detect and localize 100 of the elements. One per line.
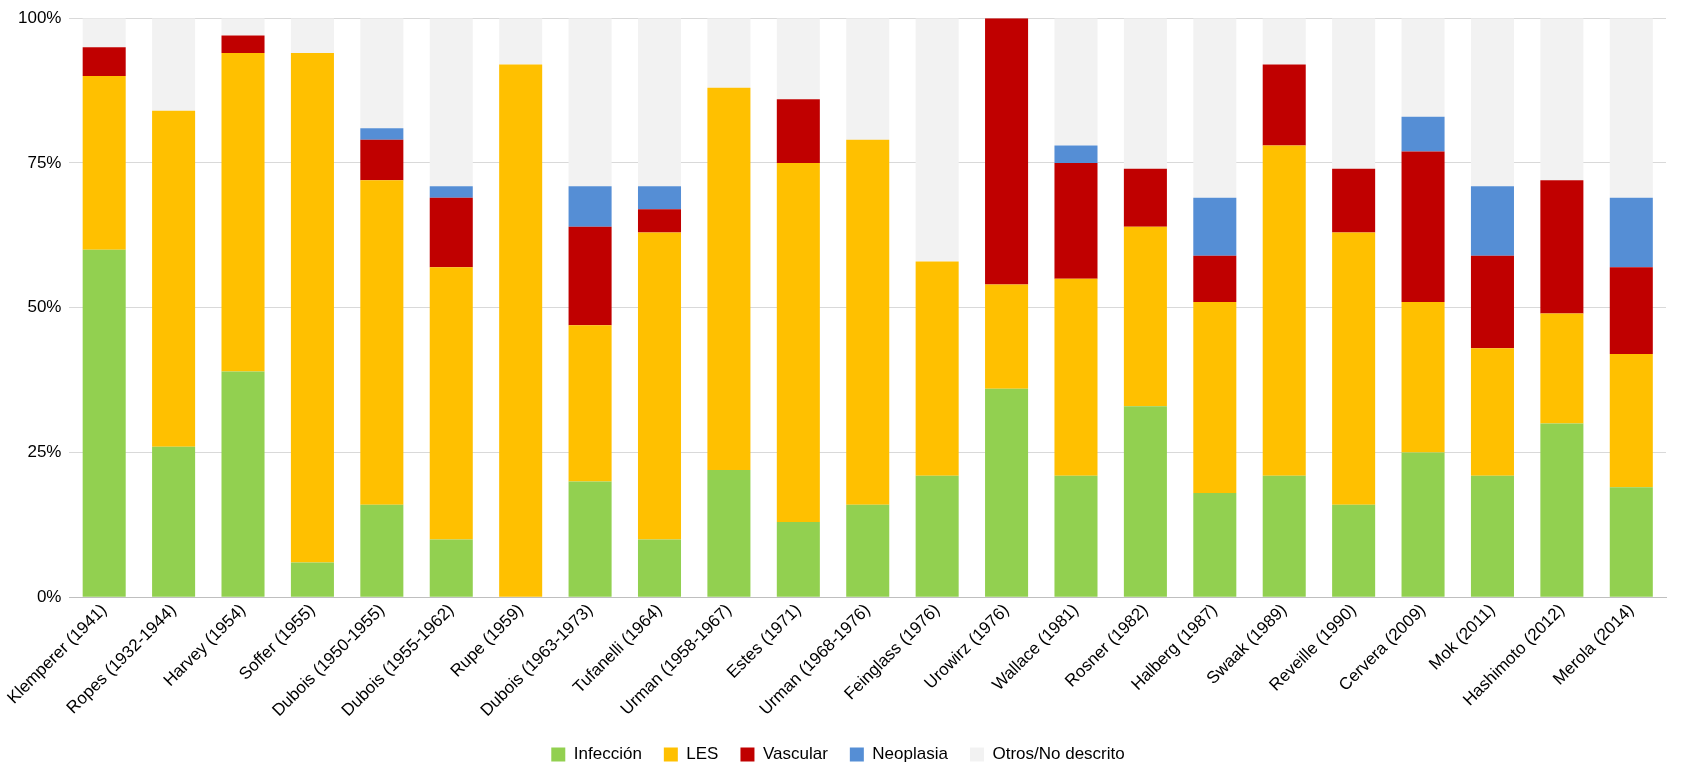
- y-tick-label: 25%: [27, 442, 62, 462]
- bar: [846, 18, 890, 140]
- bar: [1609, 197, 1653, 268]
- bar: [1054, 278, 1098, 476]
- bar: [82, 18, 126, 48]
- bar: [1470, 255, 1514, 349]
- bar: [1193, 197, 1237, 256]
- bar: [1540, 423, 1584, 597]
- bar: [429, 539, 473, 597]
- bar: [637, 209, 682, 233]
- bar: [1262, 18, 1306, 65]
- bar: [846, 139, 890, 505]
- bar: [1123, 226, 1167, 407]
- legend-label: Neoplasia: [872, 744, 949, 764]
- bar: [1332, 504, 1376, 597]
- bar: [290, 562, 334, 597]
- bar: [1193, 493, 1237, 597]
- bar: [290, 52, 334, 563]
- bar: [1262, 475, 1306, 597]
- bar: [1540, 180, 1584, 314]
- bar: [1609, 18, 1653, 198]
- y-tick-label: 50%: [27, 297, 62, 317]
- bar: [499, 18, 543, 65]
- bar: [637, 18, 682, 187]
- bar: [1401, 18, 1445, 117]
- bar: [776, 99, 820, 163]
- bar: [1123, 18, 1167, 169]
- bar: [1262, 64, 1306, 146]
- bar: [1609, 487, 1653, 597]
- bar: [1401, 452, 1445, 597]
- bar: [1054, 475, 1098, 597]
- bar: [82, 47, 126, 77]
- bar: [637, 539, 682, 597]
- bar: [637, 232, 682, 540]
- bar: [1262, 145, 1306, 476]
- bar: [1470, 186, 1514, 256]
- bar: [82, 249, 126, 597]
- bar: [290, 18, 334, 53]
- bar: [568, 325, 612, 482]
- bar: [985, 388, 1029, 597]
- legend-label: Otros/No descrito: [992, 744, 1125, 764]
- bar: [1540, 18, 1584, 181]
- bar: [985, 18, 1029, 285]
- bar: [1332, 232, 1376, 505]
- bar: [360, 18, 404, 129]
- bar: [360, 504, 404, 597]
- bar: [568, 226, 612, 326]
- bar: [1401, 116, 1445, 152]
- bar: [1332, 18, 1376, 169]
- bar: [1193, 255, 1237, 302]
- bar: [221, 18, 265, 36]
- bar: [1470, 18, 1514, 187]
- bar: [707, 18, 751, 88]
- bar: [707, 469, 751, 597]
- bar: [1401, 301, 1445, 453]
- legend-label: LES: [686, 744, 719, 764]
- bar: [915, 18, 959, 262]
- bar: [152, 446, 196, 597]
- bar: [568, 18, 612, 187]
- bar: [776, 18, 820, 100]
- bar: [568, 481, 612, 597]
- legend-label: Infección: [573, 744, 642, 764]
- bar: [360, 139, 404, 181]
- bar: [776, 522, 820, 597]
- bar: [915, 261, 959, 476]
- bar: [82, 76, 126, 250]
- bar: [1054, 18, 1098, 146]
- bar: [360, 180, 404, 505]
- y-tick-label: 0%: [36, 587, 62, 607]
- bar: [1332, 168, 1376, 233]
- bar: [429, 197, 473, 268]
- bar: [985, 284, 1029, 389]
- bar: [221, 371, 265, 597]
- bar: [846, 504, 890, 597]
- bar: [1609, 354, 1653, 488]
- bar: [915, 475, 959, 597]
- bar: [360, 128, 404, 140]
- bar: [221, 35, 265, 53]
- bar: [152, 110, 196, 447]
- bar: [1540, 313, 1584, 424]
- bar: [1609, 267, 1653, 355]
- bar: [1470, 348, 1514, 476]
- y-tick-label: 100%: [18, 7, 62, 27]
- bar: [568, 186, 612, 227]
- bar: [1193, 18, 1237, 198]
- bar: [1401, 151, 1445, 302]
- bar: [1123, 406, 1167, 597]
- bar: [429, 18, 473, 187]
- bar: [1470, 475, 1514, 597]
- bar: [776, 162, 820, 523]
- bar: [429, 186, 473, 198]
- bar: [499, 64, 543, 597]
- legend-label: Vascular: [762, 744, 829, 764]
- bar: [1054, 162, 1098, 279]
- bar: [152, 18, 196, 111]
- bar: [1054, 145, 1098, 163]
- bar: [1193, 301, 1237, 494]
- bar: [707, 87, 751, 470]
- bar: [1123, 168, 1167, 227]
- bar: [221, 52, 265, 372]
